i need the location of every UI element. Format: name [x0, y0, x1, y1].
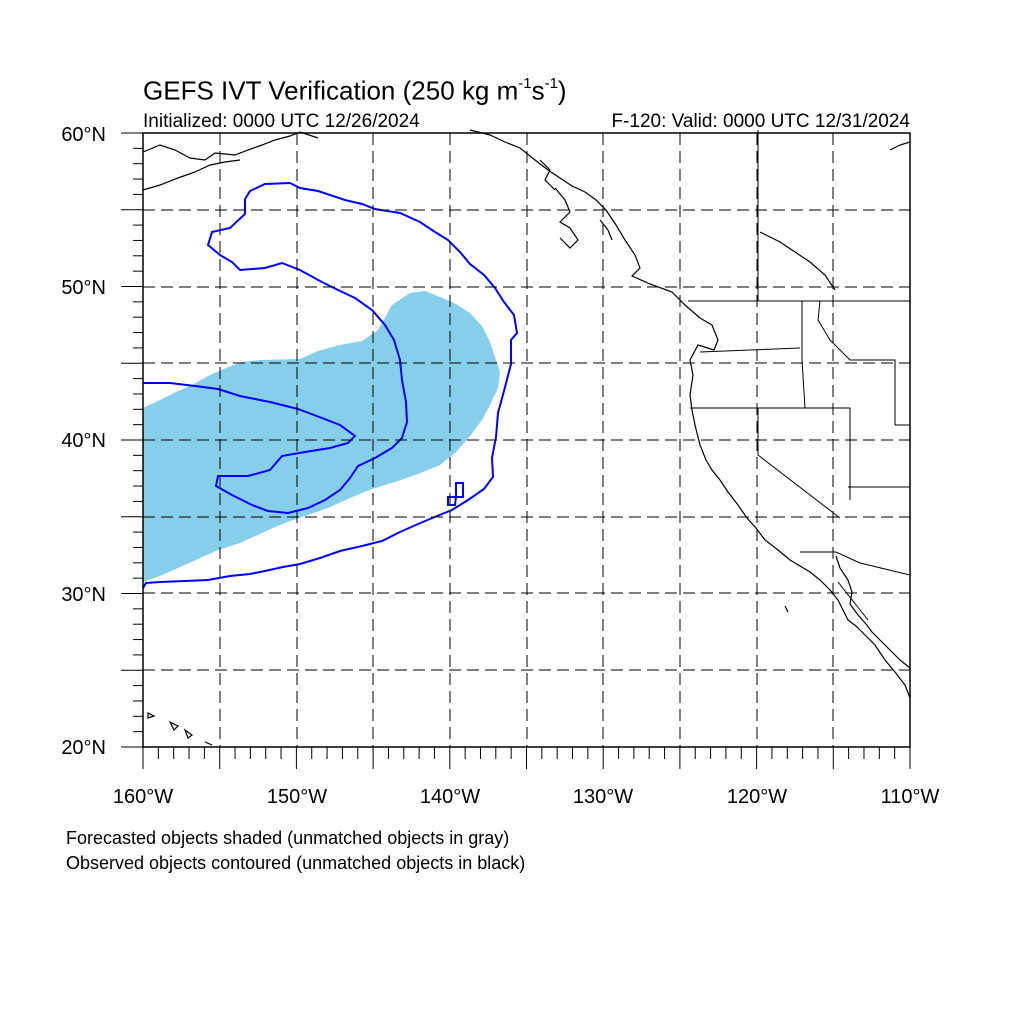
observed-object-contour	[142, 181, 519, 589]
init-time-label: Initialized: 0000 UTC 12/26/2024	[143, 111, 420, 132]
state-borders	[688, 130, 911, 621]
lon-label-150w: 150°W	[266, 786, 328, 808]
lat-label-20n: 20°N	[61, 737, 106, 759]
lat-label-40n: 40°N	[61, 430, 106, 452]
lon-label-160w: 160°W	[112, 786, 174, 808]
lon-label-130w: 130°W	[572, 786, 634, 808]
lat-label-50n: 50°N	[61, 277, 106, 299]
lon-label-110w: 110°W	[880, 786, 940, 808]
forecast-legend-note: Forecasted objects shaded (unmatched obj…	[66, 828, 510, 848]
valid-time-label: F-120: Valid: 0000 UTC 12/31/2024	[611, 111, 910, 132]
lat-label-30n: 30°N	[61, 584, 106, 606]
axis-ticks	[121, 132, 911, 769]
observed-object-inner-contour	[143, 199, 409, 515]
observed-object-small-contour	[447, 482, 464, 506]
forecast-object	[143, 291, 500, 582]
lon-label-140w: 140°W	[419, 786, 481, 808]
map-grid	[143, 133, 910, 747]
map-title: GEFS IVT Verification (250 kg m-1s-1)	[143, 75, 567, 106]
lon-label-120w: 120°W	[726, 786, 788, 808]
lat-label-60n: 60°N	[61, 124, 106, 146]
observed-legend-note: Observed objects contoured (unmatched ob…	[66, 853, 526, 873]
